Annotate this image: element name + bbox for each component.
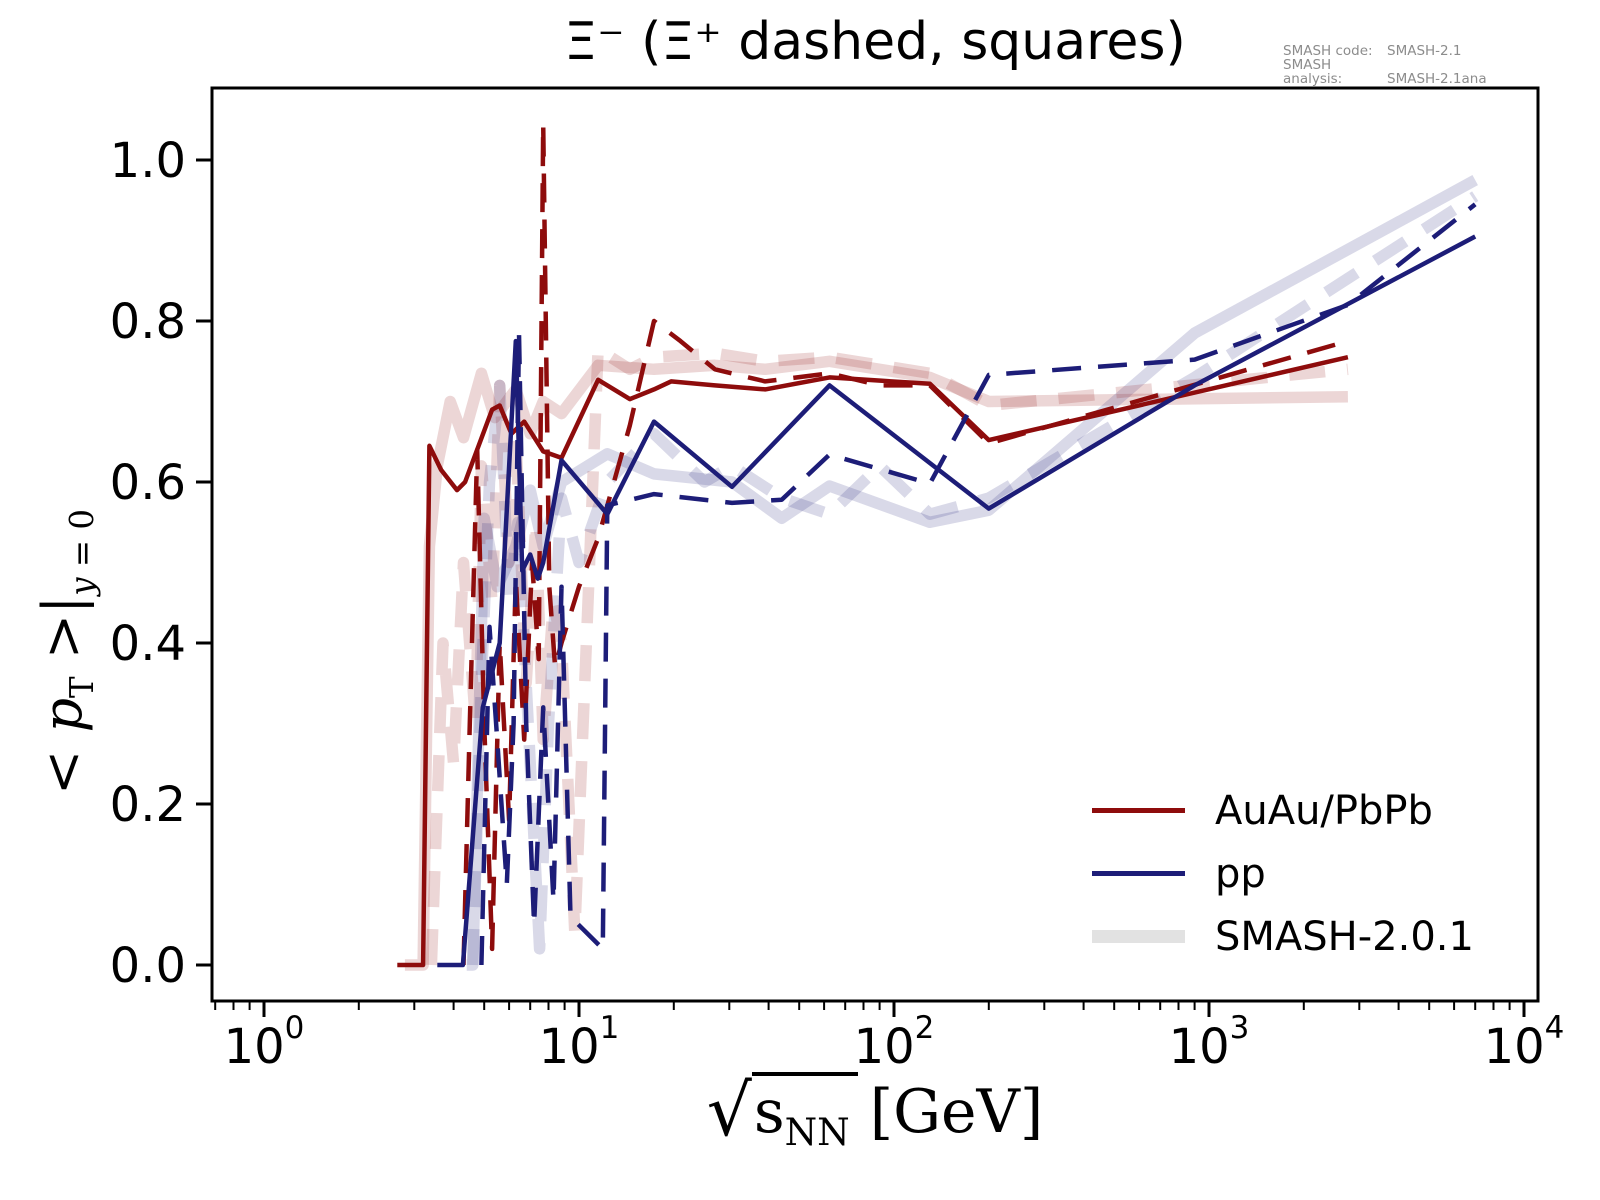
series-pp-smash201-dashed-xibar [467,191,1479,966]
legend-line-sample-smash-201 [1092,930,1185,943]
series-auau-pbpb-smash21-dashed-xibar [461,121,1349,966]
x-tick-label: 101 [539,1010,620,1075]
watermark-analysis-label: SMASH analysis: [1283,57,1343,87]
watermark-analysis-value: SMASH-2.1ana [1387,71,1487,87]
watermark-code-value: SMASH-2.1 [1387,43,1462,59]
y-tick-label: 0.2 [110,777,186,833]
series-pp-smash21-dashed-xibar [479,202,1477,966]
y-tick-label: 0.0 [110,938,186,994]
series-group [397,121,1479,971]
y-tick-label: 0.4 [110,616,186,672]
x-tick-label: 103 [1169,1010,1250,1075]
sqrt-symbol: √ [706,1068,752,1152]
axes-box [210,86,1540,1003]
watermark-code-label: SMASH code: [1283,43,1373,59]
x-tick-label: 102 [854,1010,935,1075]
chart-title: Ξ⁻ (Ξ⁺ dashed, squares) [564,12,1186,72]
series-auau-pbpb-smash21-solid [397,355,1349,968]
y-tick-label: 0.6 [110,455,186,511]
watermark: SMASH code: SMASH-2.1 SMASH analysis: SMAS… [1283,44,1487,86]
series-pp-smash201-solid [466,175,1478,971]
y-axis-label: < pT >|y = 0 [31,509,101,795]
series-auau-pbpb-smash201-solid [404,355,1348,971]
x-axis-label: √sNN [GeV] [706,1068,1044,1154]
ylabel-subscript: y = 0 [62,509,101,596]
legend-line-sample-auau-pbpb [1092,808,1185,813]
legend-item-pp: pp [1092,842,1474,905]
legend: AuAu/PbPb pp SMASH-2.0.1 [1092,779,1474,968]
watermark-line2: SMASH analysis: SMASH-2.1ana [1283,58,1487,86]
legend-item-auau-pbpb: AuAu/PbPb [1092,779,1474,842]
legend-label-pp: pp [1215,850,1266,897]
legend-item-smash-201: SMASH-2.0.1 [1092,905,1474,968]
legend-label-smash-201: SMASH-2.0.1 [1215,913,1474,960]
y-tick-label: 1.0 [110,133,186,189]
radicand: sNN [751,1072,858,1154]
watermark-line1: SMASH code: SMASH-2.1 [1283,44,1487,58]
x-tick-label: 104 [1484,1010,1565,1075]
x-tick-label: 100 [224,1010,305,1075]
legend-line-sample-pp [1092,871,1185,876]
legend-label-auau-pbpb: AuAu/PbPb [1215,787,1433,834]
y-tick-label: 0.8 [110,294,186,350]
